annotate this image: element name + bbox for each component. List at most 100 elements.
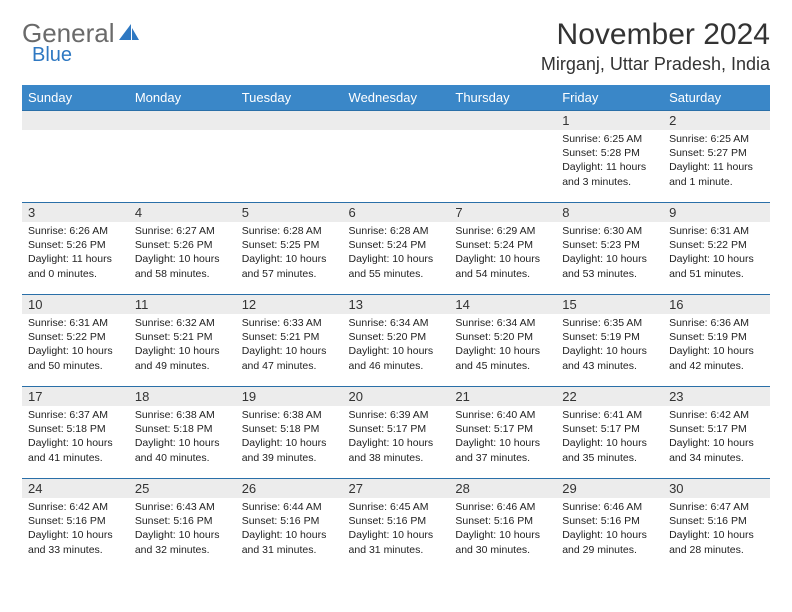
calendar-cell: 7Sunrise: 6:29 AMSunset: 5:24 PMDaylight…	[449, 203, 556, 295]
day-details: Sunrise: 6:45 AMSunset: 5:16 PMDaylight:…	[343, 498, 450, 561]
day-number: 4	[129, 203, 236, 222]
sunrise-line: Sunrise: 6:40 AM	[455, 408, 550, 422]
day-number: 16	[663, 295, 770, 314]
sunrise-line: Sunrise: 6:38 AM	[135, 408, 230, 422]
sunset-line: Sunset: 5:20 PM	[349, 330, 444, 344]
calendar-cell: 25Sunrise: 6:43 AMSunset: 5:16 PMDayligh…	[129, 479, 236, 571]
weekday-header: Sunday	[22, 85, 129, 111]
weekday-header: Thursday	[449, 85, 556, 111]
calendar-cell: 6Sunrise: 6:28 AMSunset: 5:24 PMDaylight…	[343, 203, 450, 295]
calendar-cell	[22, 111, 129, 203]
day-number: 22	[556, 387, 663, 406]
brand-part2: Blue	[32, 44, 72, 67]
day-number: 30	[663, 479, 770, 498]
sunrise-line: Sunrise: 6:37 AM	[28, 408, 123, 422]
day-details: Sunrise: 6:25 AMSunset: 5:27 PMDaylight:…	[663, 130, 770, 193]
daylight-line: Daylight: 10 hours and 50 minutes.	[28, 344, 123, 372]
day-number: 12	[236, 295, 343, 314]
calendar-cell: 19Sunrise: 6:38 AMSunset: 5:18 PMDayligh…	[236, 387, 343, 479]
calendar-cell: 29Sunrise: 6:46 AMSunset: 5:16 PMDayligh…	[556, 479, 663, 571]
daylight-line: Daylight: 10 hours and 34 minutes.	[669, 436, 764, 464]
calendar-cell: 3Sunrise: 6:26 AMSunset: 5:26 PMDaylight…	[22, 203, 129, 295]
sunrise-line: Sunrise: 6:25 AM	[669, 132, 764, 146]
sunset-line: Sunset: 5:17 PM	[669, 422, 764, 436]
day-details: Sunrise: 6:46 AMSunset: 5:16 PMDaylight:…	[556, 498, 663, 561]
sunset-line: Sunset: 5:26 PM	[135, 238, 230, 252]
weekday-header: Monday	[129, 85, 236, 111]
calendar-row: 3Sunrise: 6:26 AMSunset: 5:26 PMDaylight…	[22, 203, 770, 295]
sunset-line: Sunset: 5:16 PM	[135, 514, 230, 528]
daylight-line: Daylight: 10 hours and 43 minutes.	[562, 344, 657, 372]
sunset-line: Sunset: 5:23 PM	[562, 238, 657, 252]
calendar-cell: 2Sunrise: 6:25 AMSunset: 5:27 PMDaylight…	[663, 111, 770, 203]
day-details: Sunrise: 6:32 AMSunset: 5:21 PMDaylight:…	[129, 314, 236, 377]
sunrise-line: Sunrise: 6:26 AM	[28, 224, 123, 238]
day-details: Sunrise: 6:25 AMSunset: 5:28 PMDaylight:…	[556, 130, 663, 193]
day-number: 24	[22, 479, 129, 498]
calendar-head: SundayMondayTuesdayWednesdayThursdayFrid…	[22, 85, 770, 111]
day-details: Sunrise: 6:27 AMSunset: 5:26 PMDaylight:…	[129, 222, 236, 285]
sunrise-line: Sunrise: 6:33 AM	[242, 316, 337, 330]
sunrise-line: Sunrise: 6:30 AM	[562, 224, 657, 238]
day-number: 9	[663, 203, 770, 222]
daylight-line: Daylight: 10 hours and 57 minutes.	[242, 252, 337, 280]
day-details: Sunrise: 6:28 AMSunset: 5:24 PMDaylight:…	[343, 222, 450, 285]
daylight-line: Daylight: 11 hours and 3 minutes.	[562, 160, 657, 188]
daylight-line: Daylight: 10 hours and 28 minutes.	[669, 528, 764, 556]
calendar-cell	[129, 111, 236, 203]
calendar-cell: 14Sunrise: 6:34 AMSunset: 5:20 PMDayligh…	[449, 295, 556, 387]
day-number: 1	[556, 111, 663, 130]
day-number: 7	[449, 203, 556, 222]
daylight-line: Daylight: 10 hours and 38 minutes.	[349, 436, 444, 464]
day-details: Sunrise: 6:30 AMSunset: 5:23 PMDaylight:…	[556, 222, 663, 285]
month-title: November 2024	[541, 18, 770, 52]
sunrise-line: Sunrise: 6:27 AM	[135, 224, 230, 238]
day-number	[22, 111, 129, 130]
calendar-cell: 16 Sunrise: 6:36 AMSunset: 5:19 PMDayligh…	[663, 295, 770, 387]
daylight-line: Daylight: 10 hours and 30 minutes.	[455, 528, 550, 556]
sunset-line: Sunset: 5:19 PM	[562, 330, 657, 344]
calendar-cell	[343, 111, 450, 203]
sunrise-line: Sunrise: 6:46 AM	[455, 500, 550, 514]
calendar-row: 17Sunrise: 6:37 AMSunset: 5:18 PMDayligh…	[22, 387, 770, 479]
sunrise-line: Sunrise: 6:31 AM	[669, 224, 764, 238]
day-details: Sunrise: 6:42 AMSunset: 5:16 PMDaylight:…	[22, 498, 129, 561]
calendar-cell: 12Sunrise: 6:33 AMSunset: 5:21 PMDayligh…	[236, 295, 343, 387]
day-details: Sunrise: 6:41 AMSunset: 5:17 PMDaylight:…	[556, 406, 663, 469]
calendar-cell: 27Sunrise: 6:45 AMSunset: 5:16 PMDayligh…	[343, 479, 450, 571]
title-block: November 2024 Mirganj, Uttar Pradesh, In…	[541, 18, 770, 75]
calendar-cell: 17Sunrise: 6:37 AMSunset: 5:18 PMDayligh…	[22, 387, 129, 479]
sunset-line: Sunset: 5:19 PM	[669, 330, 764, 344]
calendar-cell	[236, 111, 343, 203]
sunset-line: Sunset: 5:22 PM	[28, 330, 123, 344]
daylight-line: Daylight: 10 hours and 54 minutes.	[455, 252, 550, 280]
day-number: 26	[236, 479, 343, 498]
day-details	[22, 130, 129, 136]
daylight-line: Daylight: 10 hours and 42 minutes.	[669, 344, 764, 372]
day-details: Sunrise: 6:31 AMSunset: 5:22 PMDaylight:…	[663, 222, 770, 285]
calendar-cell: 13Sunrise: 6:34 AMSunset: 5:20 PMDayligh…	[343, 295, 450, 387]
day-number: 13	[343, 295, 450, 314]
daylight-line: Daylight: 10 hours and 35 minutes.	[562, 436, 657, 464]
weekday-row: SundayMondayTuesdayWednesdayThursdayFrid…	[22, 85, 770, 111]
sunrise-line: Sunrise: 6:47 AM	[669, 500, 764, 514]
sunrise-line: Sunrise: 6:42 AM	[669, 408, 764, 422]
day-details	[129, 130, 236, 136]
calendar-cell: 23Sunrise: 6:42 AMSunset: 5:17 PMDayligh…	[663, 387, 770, 479]
day-number: 20	[343, 387, 450, 406]
sunset-line: Sunset: 5:22 PM	[669, 238, 764, 252]
calendar-cell	[449, 111, 556, 203]
sunrise-line: Sunrise: 6:25 AM	[562, 132, 657, 146]
weekday-header: Wednesday	[343, 85, 450, 111]
day-details	[449, 130, 556, 136]
sunrise-line: Sunrise: 6:28 AM	[349, 224, 444, 238]
daylight-line: Daylight: 10 hours and 53 minutes.	[562, 252, 657, 280]
sunrise-line: Sunrise: 6:36 AM	[669, 316, 764, 330]
sunrise-line: Sunrise: 6:44 AM	[242, 500, 337, 514]
daylight-line: Daylight: 10 hours and 37 minutes.	[455, 436, 550, 464]
day-details: Sunrise: 6:31 AMSunset: 5:22 PMDaylight:…	[22, 314, 129, 377]
sunrise-line: Sunrise: 6:34 AM	[455, 316, 550, 330]
sunset-line: Sunset: 5:25 PM	[242, 238, 337, 252]
sunset-line: Sunset: 5:16 PM	[28, 514, 123, 528]
calendar-cell: 30Sunrise: 6:47 AMSunset: 5:16 PMDayligh…	[663, 479, 770, 571]
